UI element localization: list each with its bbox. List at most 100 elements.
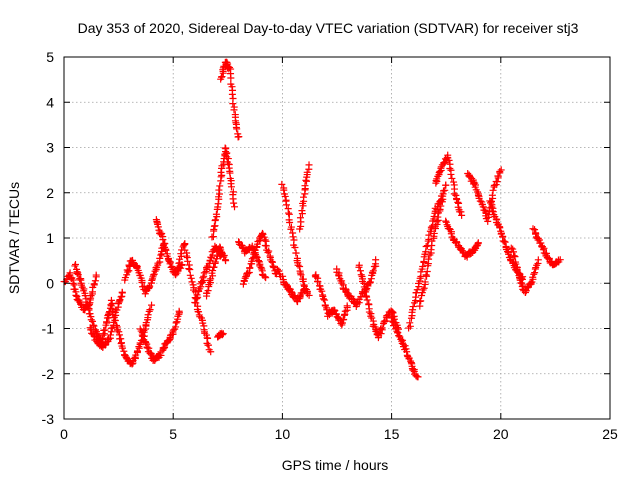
data-point xyxy=(488,207,496,215)
data-point xyxy=(388,308,396,316)
data-point xyxy=(159,236,167,244)
data-point xyxy=(227,183,235,191)
data-point xyxy=(196,313,204,321)
y-tick-label: 5 xyxy=(46,49,54,65)
data-point xyxy=(160,240,168,248)
data-point xyxy=(226,63,234,71)
data-point xyxy=(403,348,411,356)
data-point xyxy=(183,252,191,260)
data-point xyxy=(101,326,109,334)
data-point xyxy=(154,223,162,231)
data-point xyxy=(157,251,165,259)
data-point xyxy=(87,316,95,324)
data-point xyxy=(441,186,449,194)
data-point xyxy=(148,301,156,309)
data-point xyxy=(331,307,339,315)
data-point xyxy=(437,202,445,210)
x-tick-label: 5 xyxy=(169,426,177,442)
data-point xyxy=(218,171,226,179)
data-point xyxy=(500,237,508,245)
data-point xyxy=(259,230,267,238)
data-point xyxy=(162,246,170,254)
data-point xyxy=(191,298,199,306)
data-point xyxy=(234,133,242,141)
data-point xyxy=(556,256,564,264)
data-point xyxy=(227,74,235,82)
data-point xyxy=(216,243,224,251)
y-tick-label: -3 xyxy=(42,411,55,427)
data-point xyxy=(261,273,269,281)
data-point xyxy=(187,274,195,282)
data-point xyxy=(395,332,403,340)
data-point xyxy=(286,219,294,227)
data-point xyxy=(318,287,326,295)
data-point xyxy=(175,307,183,315)
data-point xyxy=(168,262,176,270)
data-point xyxy=(419,262,427,270)
data-point xyxy=(268,258,276,266)
data-point xyxy=(391,321,399,329)
series-sat-track-16 xyxy=(278,180,313,299)
data-point xyxy=(430,229,438,237)
data-point xyxy=(222,145,230,153)
data-point xyxy=(414,373,422,381)
data-point xyxy=(338,319,346,327)
data-point xyxy=(275,267,283,275)
data-point xyxy=(529,225,537,233)
data-point xyxy=(172,319,180,327)
data-point xyxy=(372,256,380,264)
data-point xyxy=(281,192,289,200)
data-point xyxy=(294,261,302,269)
data-point xyxy=(109,310,117,318)
data-point xyxy=(207,348,215,356)
data-point xyxy=(493,178,501,186)
series-sat-track-02 xyxy=(71,260,116,346)
data-point xyxy=(90,280,98,288)
data-point xyxy=(444,151,452,159)
grid xyxy=(64,57,610,419)
data-point xyxy=(120,347,128,355)
data-point xyxy=(343,302,351,310)
data-point xyxy=(479,203,487,211)
data-point xyxy=(112,321,120,329)
data-point xyxy=(269,262,277,270)
series-sat-track-30 xyxy=(529,225,564,269)
data-point xyxy=(279,272,287,280)
data-point xyxy=(301,182,309,190)
data-point xyxy=(92,271,100,279)
data-point xyxy=(314,278,322,286)
data-point xyxy=(99,331,107,339)
data-point xyxy=(296,214,304,222)
data-point xyxy=(368,268,376,276)
data-point xyxy=(257,263,265,271)
data-point xyxy=(427,223,435,231)
data-point xyxy=(300,285,308,293)
data-point xyxy=(118,288,126,296)
series-sat-track-10 xyxy=(203,243,230,300)
data-point xyxy=(137,327,145,335)
data-point xyxy=(204,287,212,295)
data-point xyxy=(419,286,427,294)
data-point xyxy=(529,273,537,281)
data-point xyxy=(223,153,231,161)
x-tick-label: 0 xyxy=(60,426,68,442)
series-sat-track-19 xyxy=(311,271,351,329)
data-point xyxy=(487,199,495,207)
data-point xyxy=(368,314,376,322)
data-point xyxy=(450,190,458,198)
data-point xyxy=(380,318,388,326)
data-point xyxy=(427,246,435,254)
data-point xyxy=(233,125,241,133)
data-point xyxy=(422,271,430,279)
data-point xyxy=(434,213,442,221)
data-point xyxy=(510,252,518,260)
data-point xyxy=(231,203,239,211)
data-point xyxy=(125,261,133,269)
data-point xyxy=(219,330,227,338)
data-point xyxy=(230,199,238,207)
data-point xyxy=(305,161,313,169)
axis-ticks: 0 5 10 15 20 25 -3 -2 -1 0 1 2 3 4 5 xyxy=(42,49,618,442)
data-point xyxy=(103,318,111,326)
data-point xyxy=(211,258,219,266)
